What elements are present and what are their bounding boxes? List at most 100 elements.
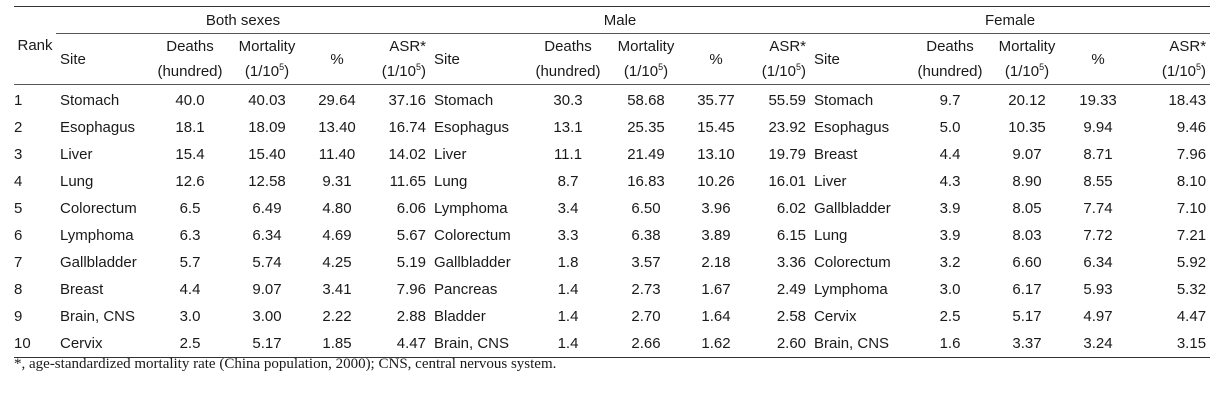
site-cell-male: Colorectum	[434, 227, 511, 244]
asr-cell-male: 16.01	[768, 173, 807, 190]
deaths-cell-male: 3.3	[557, 227, 579, 244]
mortality-unit-female: (1/105)	[1004, 62, 1050, 81]
column-header-row-1: Site Deaths Mortality % ASR* Site Deaths …	[14, 34, 1210, 68]
asr-cell-both: 16.74	[388, 119, 426, 136]
rank-cell: 2	[14, 119, 23, 136]
percent-header-female: %	[1091, 50, 1105, 68]
deaths-header-both: Deaths	[166, 38, 214, 55]
mortality-cell-female: 8.05	[1012, 200, 1042, 217]
mortality-cell-female: 20.12	[1008, 92, 1046, 109]
percent-cell-both: 13.40	[318, 119, 356, 136]
site-cell-both: Cervix	[56, 330, 152, 358]
percent-cell-both: 4.25	[322, 254, 352, 271]
mortality-cell-female: 10.35	[1008, 119, 1046, 136]
asr-cell-male: 3.36	[776, 254, 807, 271]
deaths-unit-both: (hundred)	[157, 63, 223, 80]
site-cell-male: Lymphoma	[434, 200, 508, 217]
site-cell-male: Lung	[434, 173, 468, 190]
asr-cell-female: 8.10	[1176, 173, 1207, 190]
percent-cell-female: 9.94	[1083, 119, 1113, 136]
asr-header-both: ASR*	[389, 38, 426, 55]
rank-cell: 7	[14, 254, 23, 271]
mortality-cell-both: 3.00	[252, 308, 282, 325]
site-cell-male: Esophagus	[434, 119, 510, 136]
group-both-sexes: Both sexes	[56, 6, 430, 34]
asr-cell-both: 4.47	[368, 330, 430, 358]
asr-cell-female: 5.92	[1176, 254, 1207, 271]
deaths-cell-female: 1.6	[914, 330, 987, 358]
site-cell-female: Stomach	[814, 92, 874, 109]
percent-cell-female: 3.24	[1068, 330, 1129, 358]
asr-cell-female: 9.46	[1176, 119, 1207, 136]
table-row: 6 Lymphoma 6.3 6.34 4.69 5.67 Colorectum 3…	[14, 222, 1210, 249]
site-cell-female: Liver	[814, 173, 847, 190]
mortality-cell-female: 8.03	[1012, 227, 1042, 244]
mortality-cell-both: 40.03	[248, 92, 286, 109]
group-header-row: Rank Both sexes Male Female	[14, 6, 1211, 85]
percent-cell-male: 15.45	[697, 119, 735, 136]
percent-cell-female: 8.71	[1083, 146, 1113, 163]
mortality-cell-male: 2.66	[606, 330, 686, 358]
percent-cell-both: 9.31	[322, 173, 352, 190]
site-cell-female: Lung	[814, 227, 848, 244]
mortality-cell-both: 12.58	[248, 173, 286, 190]
site-header-female: Site	[814, 50, 840, 68]
mortality-cell-male: 6.50	[631, 200, 661, 217]
percent-cell-both: 2.22	[322, 308, 352, 325]
deaths-header-male: Deaths	[544, 38, 592, 55]
deaths-unit-male: (hundred)	[535, 63, 601, 80]
percent-cell-both: 1.85	[306, 330, 368, 358]
asr-cell-male: 6.02	[776, 200, 807, 217]
site-header-both: Site	[60, 50, 86, 68]
deaths-cell-both: 3.0	[179, 308, 201, 325]
percent-cell-both: 3.41	[322, 281, 352, 298]
asr-cell-male: 6.15	[776, 227, 807, 244]
percent-cell-male: 1.62	[686, 330, 746, 358]
percent-cell-female: 4.97	[1083, 308, 1113, 325]
deaths-cell-female: 4.4	[939, 146, 961, 163]
asr-cell-female: 7.21	[1176, 227, 1207, 244]
mortality-header-both: Mortality	[238, 38, 296, 55]
mortality-cell-both: 5.74	[252, 254, 282, 271]
site-cell-male: Liver	[434, 146, 467, 163]
percent-cell-female: 7.74	[1083, 200, 1113, 217]
percent-cell-male: 2.18	[701, 254, 731, 271]
table-footnote: *, age-standardized mortality rate (Chin…	[14, 356, 557, 372]
table-row: 10 Cervix 2.5 5.17 1.85 4.47 Brain, CNS 1.…	[14, 330, 1211, 358]
percent-cell-female: 19.33	[1079, 92, 1117, 109]
mortality-cell-both: 15.40	[248, 146, 286, 163]
asr-cell-female: 7.10	[1176, 200, 1207, 217]
deaths-cell-both: 4.4	[179, 281, 201, 298]
deaths-cell-female: 3.9	[939, 200, 961, 217]
deaths-header-female: Deaths	[926, 38, 974, 55]
site-header-male: Site	[434, 50, 460, 68]
asr-cell-both: 7.96	[396, 281, 426, 298]
deaths-cell-male: 3.4	[557, 200, 579, 217]
deaths-cell-female: 9.7	[939, 92, 961, 109]
asr-cell-both: 2.88	[396, 308, 426, 325]
rank-cell: 6	[14, 227, 23, 244]
mortality-unit-male: (1/105)	[623, 62, 669, 81]
site-cell-female: Colorectum	[814, 254, 891, 271]
asr-unit-female: (1/105)	[1161, 62, 1207, 81]
table-row: 7 Gallbladder 5.7 5.74 4.25 5.19 Gallbladd…	[14, 249, 1210, 276]
rank-cell: 10	[14, 330, 56, 358]
percent-cell-male: 1.67	[701, 281, 731, 298]
mortality-cell-male: 25.35	[627, 119, 665, 136]
asr-cell-male: 23.92	[768, 119, 807, 136]
deaths-cell-male: 13.1	[553, 119, 583, 136]
mortality-cell-both: 6.34	[252, 227, 282, 244]
table-row: 9 Brain, CNS 3.0 3.00 2.22 2.88 Bladder 1.…	[14, 303, 1210, 330]
site-cell-both: Brain, CNS	[60, 308, 136, 325]
percent-cell-female: 8.55	[1083, 173, 1113, 190]
mortality-header-female: Mortality	[998, 38, 1056, 55]
site-cell-both: Breast	[60, 281, 104, 298]
site-cell-both: Lung	[60, 173, 94, 190]
asr-header-female: ASR*	[1169, 38, 1207, 55]
asr-cell-male: 2.49	[776, 281, 807, 298]
table-body: 1 Stomach 40.0 40.03 29.64 37.16 Stomach 3…	[14, 85, 1211, 358]
mortality-unit-both: (1/105)	[244, 62, 290, 81]
column-header-row-2: (hundred) (1/105) (1/105) (hundred) (1/10…	[14, 59, 1211, 85]
asr-cell-both: 5.19	[396, 254, 426, 271]
rank-cell: 1	[14, 92, 23, 109]
